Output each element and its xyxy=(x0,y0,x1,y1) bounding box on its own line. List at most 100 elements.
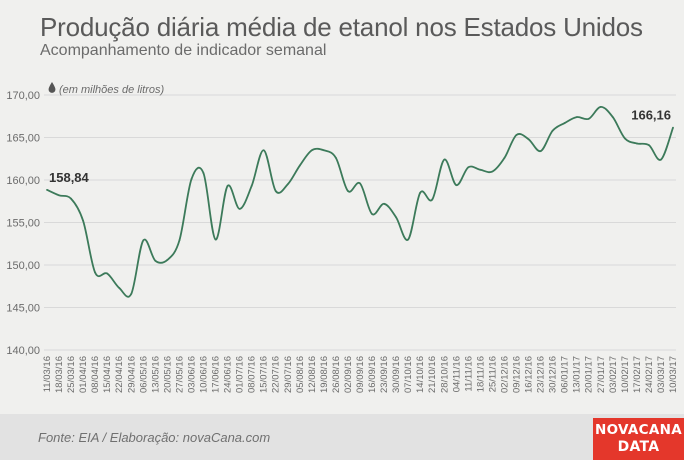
x-tick-label: 24/06/16 xyxy=(223,356,234,393)
x-tick-label: 18/11/16 xyxy=(475,356,486,392)
x-tick-label: 02/12/16 xyxy=(499,356,510,393)
data-point xyxy=(431,198,434,201)
x-tick-label: 07/10/16 xyxy=(403,356,414,393)
data-point xyxy=(154,259,157,262)
data-point xyxy=(407,238,410,241)
data-point xyxy=(94,271,97,274)
y-tick-label: 140,00 xyxy=(6,345,40,357)
x-tick-label: 23/09/16 xyxy=(379,356,390,393)
data-point xyxy=(322,149,325,152)
data-point xyxy=(660,158,662,161)
data-point xyxy=(274,190,277,192)
data-point xyxy=(359,182,361,185)
x-tick-label: 29/07/16 xyxy=(283,356,294,393)
data-point xyxy=(202,172,205,175)
x-tick-label: 21/10/16 xyxy=(427,356,438,393)
y-tick-label: 160,00 xyxy=(6,175,40,187)
data-point xyxy=(443,158,446,161)
logo-text-line1: NOVACANA xyxy=(595,422,682,438)
unit-label-group: (em milhões de litros) xyxy=(48,82,164,96)
data-point xyxy=(648,144,650,147)
y-tick-label: 150,00 xyxy=(6,260,40,272)
x-tick-label: 11/03/16 xyxy=(42,356,53,392)
x-axis-ticks: 11/03/16 18/03/16 25/03/16 01/04/16 08/04/16… xyxy=(42,356,679,393)
data-point xyxy=(142,239,145,242)
data-point xyxy=(575,116,578,118)
x-tick-label: 29/04/16 xyxy=(126,356,137,393)
x-tick-label: 03/06/16 xyxy=(186,356,197,393)
x-tick-label: 20/05/16 xyxy=(162,356,173,393)
x-tick-label: 14/10/16 xyxy=(415,356,426,393)
x-tick-label: 11/11/16 xyxy=(463,356,474,392)
x-tick-label: 24/02/17 xyxy=(644,356,655,393)
data-point xyxy=(190,178,193,181)
data-point xyxy=(491,170,494,173)
data-point xyxy=(455,184,458,187)
chart-subtitle: Acompanhamento de indicador semanal xyxy=(40,42,327,59)
x-tick-label: 19/08/16 xyxy=(319,356,330,393)
data-point xyxy=(587,117,590,120)
x-tick-label: 10/06/16 xyxy=(199,356,210,393)
x-tick-label: 05/08/16 xyxy=(295,356,306,393)
x-tick-label: 03/03/17 xyxy=(656,356,667,393)
x-tick-label: 25/03/16 xyxy=(66,356,77,393)
logo-text-line2: DATA xyxy=(617,439,660,455)
y-tick-label: 155,00 xyxy=(6,218,40,230)
x-tick-label: 30/09/16 xyxy=(391,356,402,393)
data-point xyxy=(503,157,506,159)
x-tick-label: 18/03/16 xyxy=(54,356,65,393)
data-point xyxy=(527,138,530,141)
data-point xyxy=(250,185,253,187)
x-tick-label: 08/04/16 xyxy=(90,356,101,393)
y-tick-label: 170,00 xyxy=(6,90,40,102)
first-value-label: 158,84 xyxy=(49,170,90,185)
data-point xyxy=(262,149,265,152)
footer-bar xyxy=(0,414,684,460)
data-point xyxy=(106,272,109,275)
data-point xyxy=(599,106,602,108)
x-tick-label: 01/04/16 xyxy=(78,356,89,393)
series-line xyxy=(46,106,674,298)
x-tick-label: 28/10/16 xyxy=(439,356,450,393)
data-point xyxy=(672,126,674,129)
data-point xyxy=(118,287,121,289)
x-tick-label: 16/09/16 xyxy=(367,356,378,393)
x-tick-label: 26/08/16 xyxy=(331,356,342,393)
x-tick-label: 27/01/17 xyxy=(596,356,607,393)
x-tick-label: 15/04/16 xyxy=(102,356,113,393)
data-point xyxy=(46,188,48,191)
data-point xyxy=(214,238,217,241)
data-point xyxy=(479,168,482,171)
x-tick-label: 06/05/16 xyxy=(138,356,149,393)
x-tick-label: 01/07/16 xyxy=(235,356,246,393)
data-point xyxy=(395,216,398,219)
data-point xyxy=(238,208,241,210)
data-point xyxy=(611,116,614,118)
data-point xyxy=(335,157,337,159)
y-tick-label: 165,00 xyxy=(6,133,40,145)
drop-icon xyxy=(48,82,56,93)
x-tick-label: 03/02/17 xyxy=(608,356,619,393)
x-tick-label: 13/01/17 xyxy=(572,356,583,393)
x-tick-label: 27/05/16 xyxy=(174,356,185,393)
data-point xyxy=(166,259,169,261)
data-point xyxy=(383,202,385,205)
x-tick-label: 22/04/16 xyxy=(114,356,125,393)
data-point xyxy=(515,134,518,136)
x-tick-label: 02/09/16 xyxy=(343,356,354,393)
x-tick-label: 25/11/16 xyxy=(487,356,498,392)
grid-lines xyxy=(44,94,676,351)
x-tick-label: 09/12/16 xyxy=(512,356,523,393)
series-line-layer xyxy=(46,106,674,298)
data-point xyxy=(58,194,60,197)
x-tick-label: 09/09/16 xyxy=(355,356,366,393)
data-point xyxy=(635,142,638,145)
x-tick-label: 10/02/17 xyxy=(620,356,631,393)
data-labels: 158,84 166,16 xyxy=(49,108,671,185)
x-tick-label: 17/06/16 xyxy=(211,356,222,393)
x-tick-label: 08/07/16 xyxy=(247,356,258,393)
data-point xyxy=(286,183,289,186)
x-tick-label: 04/11/16 xyxy=(451,356,462,392)
x-tick-label: 30/12/16 xyxy=(548,356,559,393)
x-tick-label: 06/01/17 xyxy=(560,356,571,393)
